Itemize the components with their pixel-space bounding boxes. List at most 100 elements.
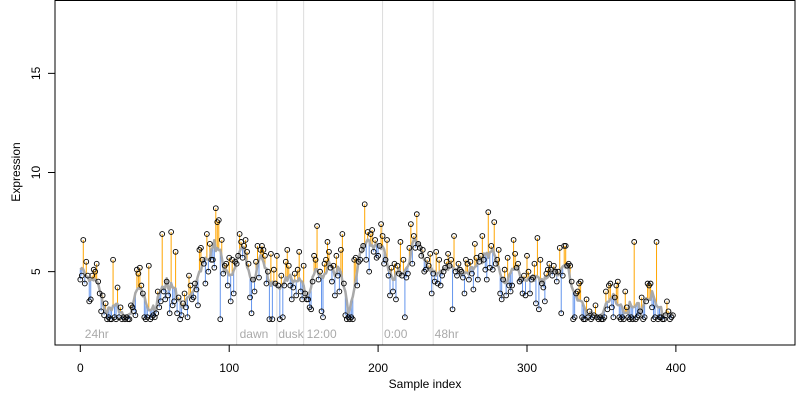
data-point [542,298,548,305]
data-point [80,237,87,243]
data-point [201,260,207,267]
data-point [315,276,322,283]
x-tick-label: 200 [368,361,388,375]
data-point [577,278,584,285]
data-point [160,288,167,295]
data-point [145,262,152,269]
data-point [192,280,198,287]
data-point [135,270,142,277]
data-point [193,286,200,293]
data-point [537,256,544,263]
data-point [366,268,373,275]
data-point [159,231,166,237]
data-point [641,314,648,321]
data-point [87,296,94,303]
data-point [571,314,578,321]
data-point [534,235,541,241]
data-point [162,296,169,303]
data-point [187,282,194,289]
data-point [195,302,201,309]
data-point [217,316,224,323]
data-point [99,292,106,299]
data-point [442,264,448,271]
data-point [494,256,501,263]
data-points-layer [77,201,676,323]
data-point [555,268,562,275]
data-point [388,264,395,271]
data-point [357,256,364,263]
data-point [168,229,174,235]
data-point [175,294,182,301]
data-point [93,260,100,267]
data-point [477,252,484,259]
data-point [454,272,460,279]
condition-label: 24hr [85,327,109,341]
data-point [583,296,590,303]
data-point [171,298,177,305]
data-point [269,316,276,323]
data-point [302,290,308,297]
data-point [424,256,431,263]
condition-label: 0:00 [384,327,408,341]
data-point [318,308,325,315]
data-point [154,288,161,295]
data-point [332,292,338,299]
data-point [527,290,533,297]
data-point [649,304,655,311]
data-point [515,260,521,267]
data-point [448,256,454,263]
data-point [178,312,185,319]
data-point [422,266,429,273]
data-point [601,314,608,321]
data-point [428,290,435,297]
data-point [326,248,332,255]
data-point [230,290,237,297]
data-point [479,233,486,239]
data-point [220,270,227,277]
data-point [248,310,255,317]
data-point [95,278,102,285]
data-point [370,248,377,255]
data-point [437,282,444,289]
data-point [312,256,319,263]
data-point [184,314,191,321]
data-point [363,256,370,263]
data-point [181,290,188,297]
data-point [190,294,197,301]
data-point [198,244,204,251]
data-point [455,260,462,267]
data-point [483,276,490,283]
data-point [236,231,243,237]
data-point [336,288,343,295]
data-point [156,304,163,311]
data-point [117,304,124,311]
data-point [638,294,645,301]
data-point [662,312,669,319]
data-point [574,288,581,295]
data-point [501,266,508,273]
data-point [245,260,252,267]
data-point [329,278,335,285]
data-point [446,262,453,269]
data-point [227,298,234,305]
condition-label: 12:00 [307,327,337,341]
data-point [498,296,505,303]
data-point [333,252,340,259]
data-point [531,260,538,267]
data-point [556,244,563,251]
data-point [324,239,331,245]
data-point [405,270,411,277]
data-point [290,284,297,291]
data-point [379,233,386,239]
data-point [239,254,246,261]
data-point [296,248,303,255]
data-point [165,292,172,299]
data-point [262,252,268,259]
data-point [620,316,627,323]
data-point [274,252,280,259]
x-tick-label: 400 [666,361,686,375]
data-point [503,292,509,299]
data-point [163,278,170,285]
data-point [413,211,420,217]
data-point [238,239,244,245]
